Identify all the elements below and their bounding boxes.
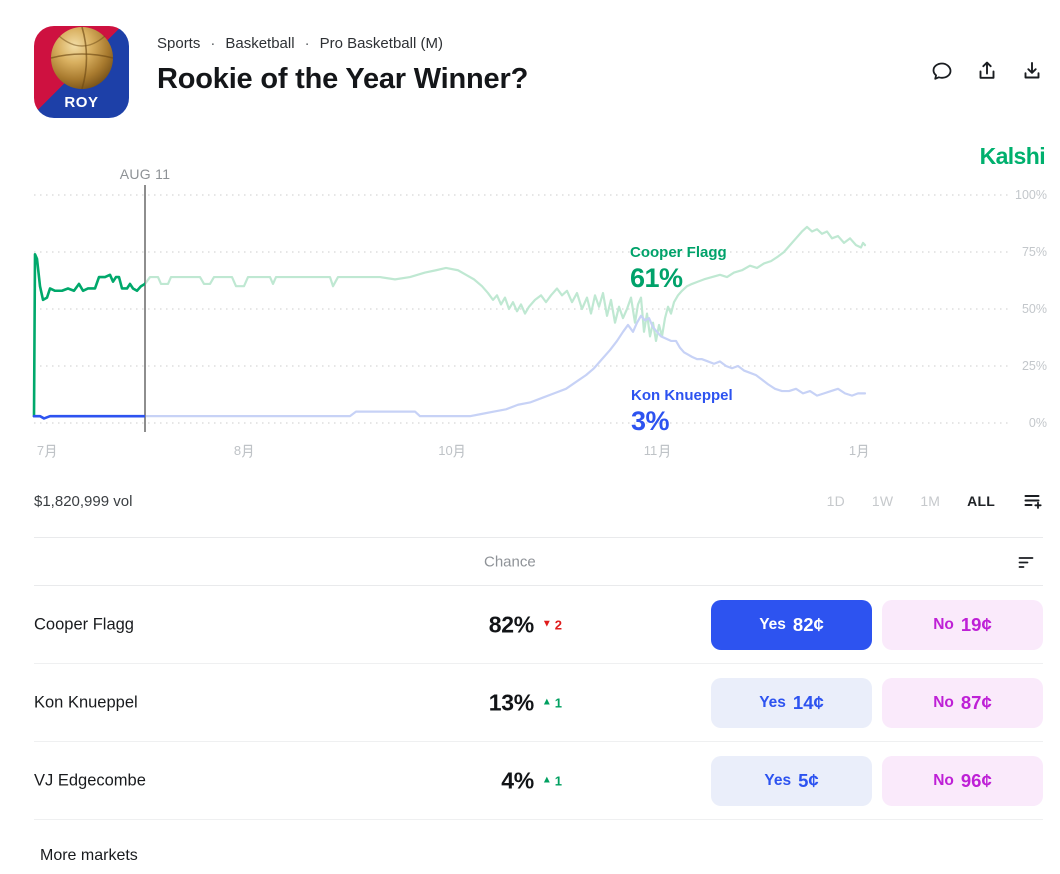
market-name: Cooper Flagg [34, 615, 134, 633]
x-axis-tick: 10 [438, 443, 465, 458]
delta-arrow-icon: ▼ [541, 618, 552, 630]
kalshi-watermark: Kalshi [979, 143, 1046, 169]
chance-value: 4% [501, 767, 534, 793]
range-1d[interactable]: 1D [826, 493, 845, 509]
x-axis-tick: 1 [849, 443, 869, 458]
basketball-icon [50, 26, 114, 90]
market-name: VJ Edgecombe [34, 771, 146, 789]
breadcrumb-basketball[interactable]: Basketball [225, 35, 295, 52]
series-value: 61% [630, 262, 683, 293]
range-1w[interactable]: 1W [871, 493, 894, 509]
page-title: Rookie of the Year Winner? [157, 63, 529, 95]
table-row[interactable]: Kon Knueppel 13% ▲ 1 Yes 14¢ No 87¢ [34, 664, 1043, 742]
download-icon[interactable] [1020, 59, 1044, 83]
header-actions [930, 59, 1044, 83]
breadcrumb-sports[interactable]: Sports [157, 35, 201, 52]
breadcrumb-pro-basketball[interactable]: Pro Basketball (M) [319, 35, 443, 52]
sort-icon[interactable] [1017, 553, 1035, 571]
no-button[interactable]: No 87¢ [882, 677, 1043, 728]
x-axis-tick: 7 [37, 443, 57, 458]
breadcrumb: Sports · Basketball · Pro Basketball (M) [157, 35, 930, 52]
breadcrumb-separator: · [304, 35, 310, 52]
chance-column-header: Chance [484, 553, 536, 570]
market-name: Kon Knueppel [34, 693, 138, 711]
series-label-kon-knueppel: Kon Knueppel 3% [631, 387, 733, 436]
y-axis-tick: 0% [1028, 416, 1047, 430]
y-axis-tick: 100% [1015, 188, 1047, 202]
series-label-cooper-flagg: Cooper Flagg 61% [630, 244, 727, 293]
series-value: 3% [631, 405, 670, 436]
chance-delta: ▼ 2 [541, 617, 562, 632]
chart-footer-bar: $1,820,999 vol 1D 1W 1M ALL [34, 486, 1044, 516]
chance-delta: ▲ 1 [541, 773, 562, 788]
chance-value: 13% [488, 689, 534, 715]
more-markets-link[interactable]: More markets [34, 820, 144, 866]
event-logo: ROY [34, 26, 129, 118]
share-icon[interactable] [975, 59, 999, 83]
x-axis-tick: 11 [644, 443, 671, 458]
delta-arrow-icon: ▲ [541, 774, 552, 786]
table-row[interactable]: VJ Edgecombe 4% ▲ 1 Yes 5¢ No 96¢ [34, 742, 1043, 820]
chance-cell: 82% ▼ 2 [394, 611, 562, 638]
yes-button[interactable]: Yes 5¢ [711, 755, 872, 806]
chance-delta: ▲ 1 [541, 695, 562, 710]
y-axis-tick: 75% [1021, 245, 1047, 259]
price-chart[interactable]: Kalshi AUG 11 100% 75% 50% 25% 0% 7 8 10… [0, 140, 1060, 472]
time-range-selector: 1D 1W 1M ALL [827, 490, 1044, 512]
chance-cell: 4% ▲ 1 [394, 767, 562, 794]
comment-icon[interactable] [930, 59, 954, 83]
chart-hover-date-label: AUG 11 [119, 166, 171, 182]
yes-button[interactable]: Yes 82¢ [711, 599, 872, 650]
no-button[interactable]: No 19¢ [882, 599, 1043, 650]
chance-value: 82% [488, 611, 534, 637]
table-header: Chance [34, 537, 1043, 586]
add-comparison-icon[interactable] [1022, 490, 1044, 512]
markets-table: Chance Cooper Flagg 82% ▼ 2 Yes 82¢ No 19¢ … [34, 537, 1043, 866]
x-axis-tick: 8 [234, 443, 254, 458]
no-button[interactable]: No 96¢ [882, 755, 1043, 806]
chance-cell: 13% ▲ 1 [394, 689, 562, 716]
range-all[interactable]: ALL [967, 493, 995, 509]
chart-canvas[interactable] [0, 140, 1060, 472]
breadcrumb-separator: · [210, 35, 216, 52]
y-axis-tick: 50% [1021, 302, 1047, 316]
yes-button[interactable]: Yes 14¢ [711, 677, 872, 728]
page-header: ROY Sports · Basketball · Pro Basketball… [34, 26, 1044, 118]
range-1m[interactable]: 1M [920, 493, 941, 509]
volume-stat: $1,820,999 vol [34, 492, 133, 510]
y-axis-tick: 25% [1021, 359, 1047, 373]
delta-arrow-icon: ▲ [541, 696, 552, 708]
logo-text: ROY [64, 94, 99, 111]
table-row[interactable]: Cooper Flagg 82% ▼ 2 Yes 82¢ No 19¢ [34, 586, 1043, 664]
